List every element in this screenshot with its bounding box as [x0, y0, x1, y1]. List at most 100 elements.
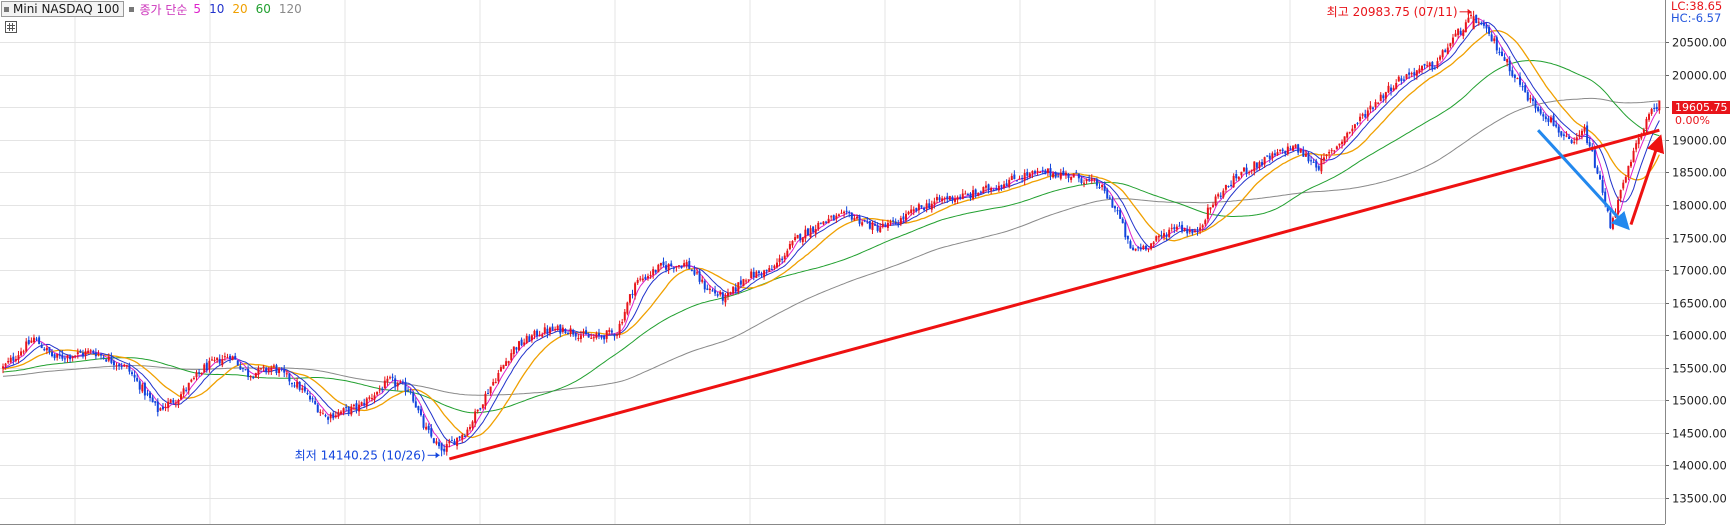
- candle-body: [1366, 110, 1369, 117]
- candle-body: [1629, 161, 1632, 167]
- candle-body: [474, 411, 477, 423]
- candle-body: [358, 404, 361, 412]
- candle-body: [1387, 85, 1390, 93]
- candle-body: [1160, 235, 1163, 237]
- candle-body: [907, 211, 910, 215]
- candle-body: [1126, 235, 1129, 240]
- candle-body: [154, 401, 157, 403]
- candle-body: [241, 367, 244, 369]
- candle-body: [226, 357, 229, 359]
- candle-body: [837, 214, 840, 216]
- candle-body: [631, 293, 634, 295]
- candle-body: [523, 342, 526, 345]
- candle-body: [884, 225, 887, 227]
- candle-body: [133, 374, 136, 378]
- candle-body: [1266, 155, 1269, 157]
- candle-body: [1653, 107, 1656, 109]
- candle-body: [830, 216, 833, 218]
- candle-body: [1137, 247, 1140, 249]
- candle-body: [1116, 210, 1119, 212]
- candle-body: [528, 336, 531, 342]
- candle-body: [169, 399, 172, 403]
- candle-body: [1544, 116, 1547, 120]
- candle-body: [1506, 59, 1509, 63]
- candle-body: [1402, 79, 1405, 81]
- candle-body: [1622, 182, 1625, 189]
- candle-body: [1214, 196, 1217, 206]
- y-tick-label: 16500.00: [1672, 297, 1727, 311]
- candle-body: [1470, 14, 1473, 16]
- symbol-selector[interactable]: Mini NASDAQ 100: [1, 1, 125, 17]
- candle-body: [1212, 204, 1215, 208]
- candle-body: [1338, 143, 1341, 146]
- candle-body: [659, 262, 662, 266]
- candle-body: [1075, 172, 1078, 174]
- candle-body: [1315, 160, 1318, 168]
- candle-body: [360, 402, 363, 406]
- candle-body: [1555, 124, 1558, 127]
- grid-toggle-icon[interactable]: [5, 21, 17, 33]
- candle-body: [1351, 128, 1354, 132]
- candle-body: [283, 369, 286, 373]
- candle-body: [520, 339, 523, 346]
- candle-body: [1526, 92, 1529, 101]
- candle-body: [456, 437, 459, 446]
- candle-body: [1204, 220, 1207, 225]
- candle-body: [66, 355, 69, 359]
- candle-body: [231, 356, 234, 361]
- candle-body: [1617, 199, 1620, 215]
- candle-body: [1108, 197, 1111, 199]
- candle-body: [564, 329, 567, 334]
- candle-body: [1599, 174, 1602, 180]
- candle-body: [910, 209, 913, 214]
- candle-body: [556, 325, 559, 331]
- candle-body: [301, 388, 304, 390]
- candle-body: [1005, 183, 1008, 186]
- hc-value: HC:-6.57: [1671, 11, 1722, 25]
- candle-body: [1521, 86, 1524, 88]
- candle-body: [881, 223, 884, 227]
- candle-body: [992, 189, 995, 191]
- candle-body: [1477, 21, 1480, 23]
- candle-body: [275, 365, 278, 373]
- candle-body: [180, 394, 183, 400]
- candle-body: [61, 354, 64, 359]
- candle-body: [440, 442, 443, 451]
- candle-body: [324, 415, 327, 417]
- candle-body: [190, 379, 193, 382]
- candle-body: [987, 184, 990, 191]
- candle-body: [136, 377, 139, 381]
- candle-body: [203, 364, 206, 373]
- candle-body: [1054, 172, 1057, 178]
- candle-body: [809, 228, 812, 238]
- candle-body: [1139, 247, 1142, 250]
- candle-body: [920, 205, 923, 208]
- candle-body: [943, 197, 946, 199]
- candle-body: [112, 361, 115, 366]
- candle-body: [69, 356, 72, 360]
- candle-body: [1253, 161, 1256, 172]
- candle-body: [984, 185, 987, 188]
- candle-body: [714, 290, 717, 294]
- candle-body: [1439, 56, 1442, 60]
- candle-body: [1186, 229, 1189, 234]
- candle-body: [12, 356, 15, 361]
- candle-body: [778, 258, 781, 263]
- candle-body: [1008, 179, 1011, 187]
- candle-body: [966, 193, 969, 195]
- candle-body: [1124, 222, 1127, 238]
- candle-body: [1152, 242, 1155, 245]
- candle-body: [1258, 162, 1261, 168]
- candle-body: [729, 292, 732, 294]
- candle-body: [25, 341, 28, 352]
- candle-body: [1284, 150, 1287, 154]
- candle-body: [1593, 150, 1596, 168]
- candle-body: [843, 211, 846, 214]
- candle-body: [1255, 162, 1258, 168]
- candle-body: [1193, 230, 1196, 233]
- candle-body: [1080, 178, 1083, 183]
- candle-body: [1090, 178, 1093, 181]
- candle-body: [118, 364, 121, 367]
- candlesticks: [2, 10, 1661, 457]
- candle-body: [1498, 51, 1501, 53]
